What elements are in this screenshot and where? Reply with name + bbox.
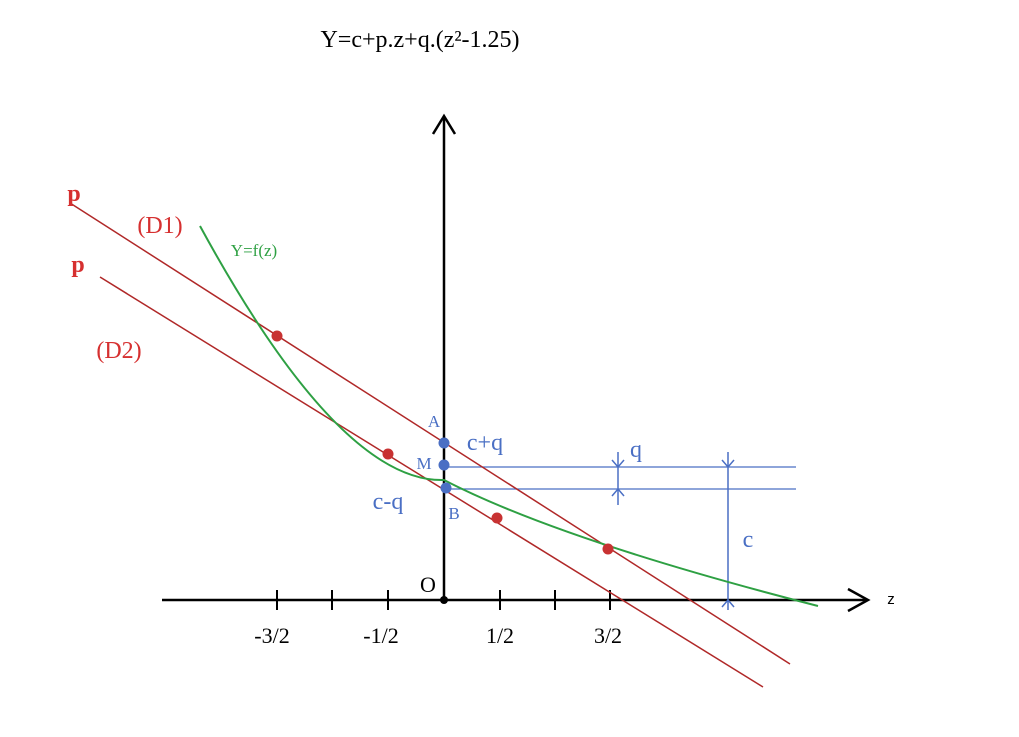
intersection-point	[271, 330, 283, 342]
label-c-plus-q: c+q	[467, 430, 503, 456]
z-axis-label: z	[887, 591, 895, 608]
tick-label-neg-3-2: -3/2	[254, 623, 289, 648]
z-axis-arrow	[847, 587, 871, 613]
label-point-m: M	[416, 454, 431, 473]
label-curve: Y=f(z)	[231, 241, 277, 260]
label-point-a: A	[428, 412, 441, 431]
line-d2	[99, 276, 764, 688]
point-a	[438, 437, 450, 449]
label-c-minus-q: c-q	[373, 489, 404, 515]
q-arrow-bottom	[611, 487, 625, 497]
origin-label: O	[420, 572, 436, 597]
axis-points	[438, 437, 452, 494]
point-b	[440, 482, 452, 494]
intersection-points	[271, 330, 614, 555]
label-point-b: B	[448, 504, 459, 523]
label-d1: (D1)	[137, 213, 182, 239]
blue-guides	[444, 452, 796, 610]
q-arrow-top	[611, 459, 625, 469]
diagram-title: Y=c+p.z+q.(z²-1.25)	[320, 27, 519, 53]
line-d1	[69, 202, 791, 665]
label-p-top: p	[67, 181, 80, 207]
c-arrow-bottom	[721, 598, 735, 608]
origin-dot	[440, 596, 448, 604]
axes	[162, 113, 871, 613]
y-axis-arrow	[431, 113, 457, 135]
intersection-point	[491, 512, 503, 524]
intersection-point	[382, 448, 394, 460]
label-p-bottom: p	[71, 252, 84, 278]
c-arrow-top	[721, 459, 735, 469]
curve-f	[199, 225, 819, 607]
label-d2: (D2)	[96, 338, 141, 364]
intersection-point	[602, 543, 614, 555]
point-m	[438, 459, 450, 471]
tick-label-1-2: 1/2	[486, 623, 514, 648]
label-q: q	[630, 437, 642, 463]
label-c: c	[743, 527, 754, 553]
tick-label-neg-1-2: -1/2	[363, 623, 398, 648]
tick-label-3-2: 3/2	[594, 623, 622, 648]
